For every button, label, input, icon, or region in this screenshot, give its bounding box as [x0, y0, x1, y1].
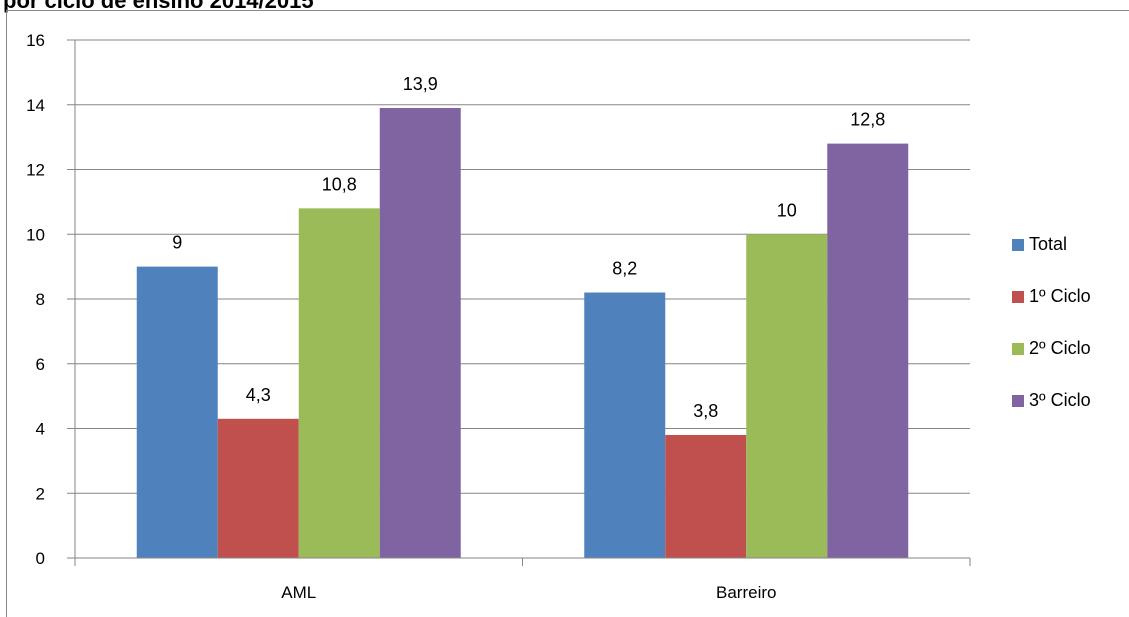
data-label-barreiro-ciclo2: 10 — [777, 200, 797, 220]
legend-swatch-ciclo3 — [1012, 394, 1024, 407]
bar-barreiro-ciclo2 — [746, 234, 828, 558]
y-tick-label-0: 0 — [36, 549, 45, 568]
legend-swatch-total — [1012, 238, 1024, 251]
legend-item-total: Total — [1012, 231, 1091, 258]
y-tick-label-8: 8 — [36, 290, 45, 309]
chart-title: por ciclo de ensino 2014/2015 — [3, 0, 314, 13]
bar-aml-ciclo2 — [298, 208, 380, 558]
data-label-aml-ciclo3: 13,9 — [403, 74, 438, 94]
y-tick-label-16: 16 — [26, 31, 45, 50]
x-category-label-barreiro: Barreiro — [716, 583, 776, 602]
data-label-aml-total: 9 — [172, 233, 182, 253]
bar-barreiro-ciclo1 — [665, 434, 747, 558]
legend-swatch-ciclo1 — [1012, 290, 1024, 303]
bar-aml-total — [136, 266, 218, 558]
data-label-barreiro-total: 8,2 — [612, 259, 637, 279]
legend-label-ciclo2: 2º Ciclo — [1029, 338, 1091, 358]
y-tick-label-4: 4 — [36, 420, 45, 439]
y-tick-label-14: 14 — [26, 96, 45, 115]
legend-swatch-ciclo2 — [1012, 342, 1024, 355]
data-label-aml-ciclo2: 10,8 — [322, 174, 357, 194]
legend-item-ciclo3: 3º Ciclo — [1012, 387, 1091, 414]
legend-item-ciclo2: 2º Ciclo — [1012, 335, 1091, 362]
chart-legend: Total 1º Ciclo 2º Ciclo 3º Ciclo — [1012, 231, 1091, 439]
y-tick-label-2: 2 — [36, 484, 45, 503]
y-tick-label-6: 6 — [36, 355, 45, 374]
data-label-barreiro-ciclo3: 12,8 — [850, 110, 885, 130]
bar-barreiro-ciclo3 — [827, 143, 909, 558]
bar-aml-ciclo3 — [379, 107, 461, 559]
x-category-label-aml: AML — [281, 583, 316, 602]
legend-item-ciclo1: 1º Ciclo — [1012, 283, 1091, 310]
chart-frame — [6, 10, 1129, 617]
data-label-aml-ciclo1: 4,3 — [246, 385, 271, 405]
legend-label-total: Total — [1029, 234, 1068, 254]
y-tick-label-10: 10 — [26, 225, 45, 244]
bar-aml-ciclo1 — [217, 418, 299, 558]
legend-label-ciclo3: 3º Ciclo — [1029, 390, 1091, 410]
y-tick-label-12: 12 — [26, 161, 45, 180]
bar-barreiro-total — [584, 292, 666, 558]
legend-label-ciclo1: 1º Ciclo — [1029, 286, 1091, 306]
data-label-barreiro-ciclo1: 3,8 — [693, 401, 718, 421]
